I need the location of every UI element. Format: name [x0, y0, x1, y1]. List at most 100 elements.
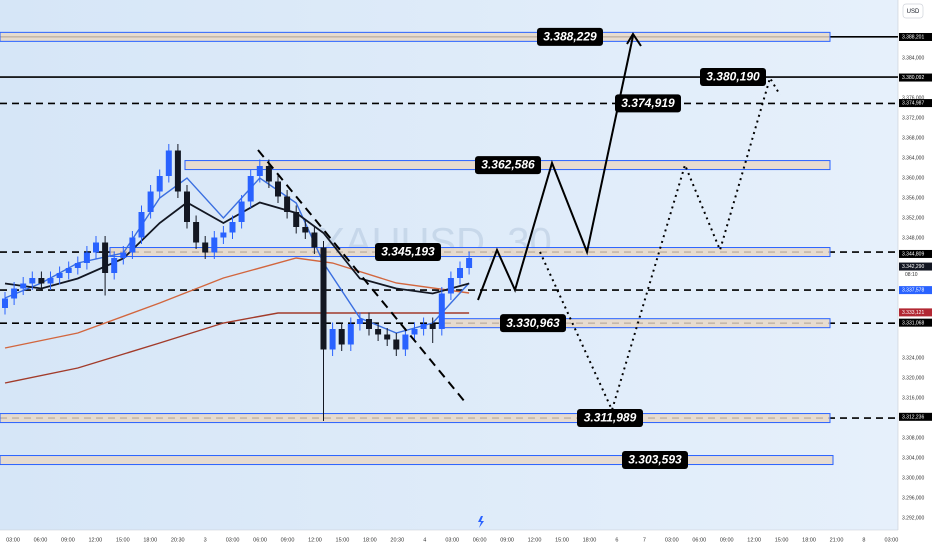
- countdown: 08:10: [905, 272, 918, 278]
- plot-background: [0, 0, 898, 530]
- x-tick-label: 12:00: [308, 537, 322, 543]
- x-tick-label: 03:00: [665, 537, 679, 543]
- candle-body: [38, 278, 45, 284]
- candle-body: [447, 278, 454, 294]
- candle-body: [2, 298, 8, 308]
- candle-body: [65, 268, 72, 273]
- candle-body: [193, 222, 200, 243]
- x-tick-label: 06:00: [34, 537, 48, 543]
- candle-body: [247, 176, 254, 202]
- moving-average: [4, 312, 470, 384]
- price-flag: [899, 286, 932, 295]
- price-flag-label: 3.388,201: [902, 35, 924, 41]
- x-tick-label: 06:00: [253, 537, 267, 543]
- candle-body: [256, 166, 263, 176]
- level-zone: [0, 413, 831, 424]
- y-tick-label: 3.364,000: [902, 155, 924, 161]
- candle-body: [56, 273, 63, 278]
- y-tick-label: 3.372,000: [902, 115, 924, 121]
- candle-body: [229, 222, 236, 233]
- x-tick-label: 09:00: [61, 537, 75, 543]
- level-zone: [0, 31, 831, 42]
- price-tag: [375, 243, 441, 262]
- price-tag-label: 3.345,193: [381, 245, 435, 259]
- candle-body: [466, 258, 473, 268]
- candle-body: [220, 232, 227, 238]
- x-tick-label: 15:00: [116, 537, 130, 543]
- currency-label: USD: [907, 9, 920, 15]
- price-flag: [899, 73, 932, 82]
- price-flag: [899, 412, 932, 421]
- x-tick-label: 15:00: [336, 537, 350, 543]
- trend-line: [257, 149, 466, 403]
- x-tick-label: 15:00: [555, 537, 569, 543]
- x-tick-label: 03:00: [445, 537, 459, 543]
- candle-body: [393, 339, 400, 350]
- x-tick-label: 3: [204, 537, 207, 543]
- x-tick-label: 20:30: [171, 537, 185, 543]
- candle-body: [129, 237, 136, 253]
- price-tag-label: 3.380,190: [706, 70, 760, 84]
- candle-body: [411, 329, 418, 335]
- candle-body: [165, 150, 172, 176]
- y-tick-label: 3.368,000: [902, 135, 924, 141]
- y-tick-label: 3.324,000: [902, 355, 924, 361]
- candle-body: [402, 334, 409, 350]
- x-tick-label: 03:00: [885, 537, 899, 543]
- candle-body: [47, 278, 54, 284]
- candle-body: [265, 166, 272, 182]
- x-tick-label: 03:00: [226, 537, 240, 543]
- candle-body: [120, 252, 127, 258]
- projection: [257, 32, 781, 413]
- price-flag-label: 3.380,092: [902, 75, 924, 81]
- price-flag-label: 3.342,290: [902, 264, 924, 270]
- candle-body: [293, 212, 300, 227]
- x-tick-label: 18:00: [802, 537, 816, 543]
- arrow-head: [626, 32, 642, 47]
- candle-body: [366, 319, 372, 329]
- price-tag: [475, 156, 541, 175]
- price-flag: [899, 262, 932, 271]
- candle-body: [302, 227, 309, 233]
- candle-body: [275, 181, 281, 197]
- x-tick-label: 12:00: [528, 537, 542, 543]
- x-tick-label: 21:00: [830, 537, 844, 543]
- candle-body: [174, 150, 181, 192]
- x-tick-label: 06:00: [473, 537, 487, 543]
- candle-body: [429, 324, 436, 329]
- x-tick-label: 18:00: [143, 537, 157, 543]
- price-flag-label: 3.331,068: [902, 320, 924, 326]
- y-tick-label: 3.360,000: [902, 175, 924, 181]
- price-flag: [899, 249, 932, 258]
- candle-body: [438, 293, 445, 329]
- price-flag-label: 3.374,987: [902, 101, 924, 107]
- price-tag: [615, 94, 681, 113]
- price-flag: [899, 32, 932, 41]
- replay-icon[interactable]: [478, 516, 484, 528]
- candle-body: [375, 329, 382, 335]
- candle-body: [238, 201, 245, 222]
- price-tag-label: 3.374,919: [621, 96, 675, 110]
- x-tick-label: 18:00: [363, 537, 377, 543]
- candle-body: [329, 329, 336, 350]
- level-zone: [439, 318, 831, 329]
- x-tick-label: 12:00: [747, 537, 761, 543]
- candle-body: [74, 263, 81, 268]
- candle-body: [29, 278, 36, 284]
- candle-body: [420, 324, 427, 329]
- price-flag-label: 3.337,578: [902, 288, 924, 294]
- price-flag-label: 3.333,121: [902, 310, 924, 316]
- y-tick-label: 3.384,000: [902, 55, 924, 61]
- currency-button[interactable]: [902, 3, 924, 19]
- level-zone: [109, 247, 831, 258]
- x-tick-label: 7: [643, 537, 646, 543]
- candle-body: [147, 191, 154, 212]
- candle-body: [83, 252, 90, 263]
- time-axis: [0, 530, 898, 550]
- candle-body: [111, 258, 118, 273]
- y-tick-label: 3.296,000: [902, 495, 924, 501]
- y-tick-label: 3.308,000: [902, 435, 924, 441]
- candle-body: [384, 334, 391, 340]
